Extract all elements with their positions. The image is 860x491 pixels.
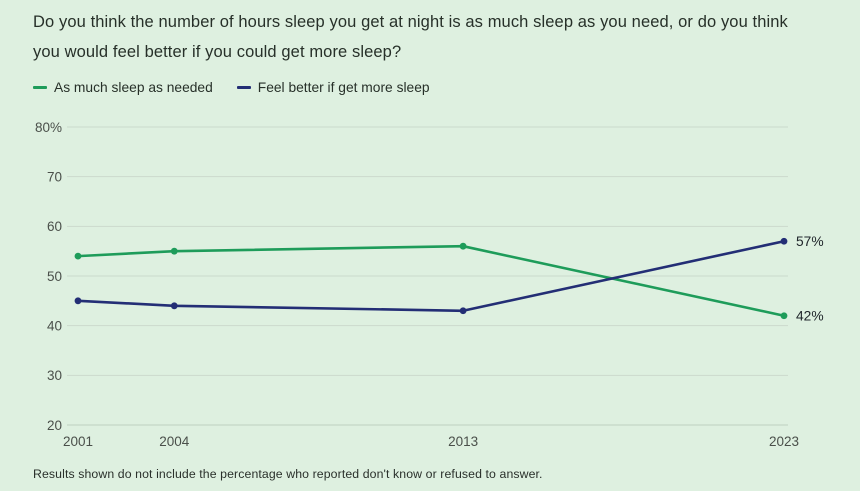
legend-item-as-much-sleep: As much sleep as needed — [33, 80, 213, 95]
data-point — [459, 307, 467, 315]
data-point — [170, 247, 178, 255]
series-line-navy — [76, 239, 786, 313]
y-axis-tick-label: 80% — [35, 120, 62, 135]
y-axis-tick-label: 20 — [47, 418, 62, 433]
series-end-value-label: 57% — [796, 234, 824, 249]
series-end-value-label: 42% — [796, 309, 824, 324]
legend-label: As much sleep as needed — [54, 80, 213, 95]
y-axis-tick-label: 70 — [47, 169, 62, 184]
x-axis-tick-label: 2023 — [769, 434, 799, 449]
data-point — [74, 297, 82, 305]
data-point — [780, 312, 788, 320]
x-axis-tick-label: 2004 — [159, 434, 190, 449]
y-axis-tick-label: 40 — [47, 318, 62, 333]
data-point — [780, 237, 788, 245]
x-axis-tick-label: 2013 — [448, 434, 478, 449]
y-axis-tick-label: 60 — [47, 219, 62, 234]
series-line-green — [76, 244, 786, 318]
legend-label: Feel better if get more sleep — [257, 80, 430, 95]
legend: As much sleep as needed Feel better if g… — [33, 80, 430, 95]
legend-swatch-navy-icon — [236, 86, 251, 89]
legend-item-feel-better: Feel better if get more sleep — [236, 80, 430, 95]
chart-footnote: Results shown do not include the percent… — [33, 467, 543, 481]
y-axis-tick-label: 30 — [47, 368, 62, 383]
data-point — [74, 252, 82, 260]
x-axis-tick-label: 2001 — [63, 434, 93, 449]
y-axis-tick-label: 50 — [47, 269, 62, 284]
legend-swatch-green-icon — [33, 86, 47, 89]
chart-question-title: Do you think the number of hours sleep y… — [33, 13, 788, 61]
data-point — [459, 242, 467, 250]
data-point — [170, 302, 178, 310]
